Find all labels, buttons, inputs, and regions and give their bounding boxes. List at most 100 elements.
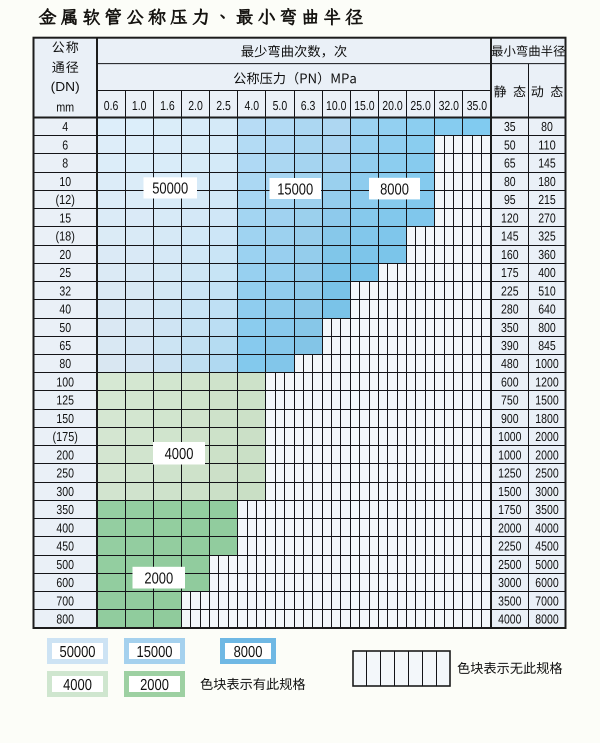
svg-text:270: 270 bbox=[538, 210, 556, 225]
svg-text:8: 8 bbox=[62, 156, 68, 171]
svg-text:800: 800 bbox=[56, 612, 74, 627]
svg-text:5000: 5000 bbox=[535, 557, 558, 572]
svg-text:(175): (175) bbox=[53, 429, 78, 444]
svg-text:(18): (18) bbox=[55, 229, 75, 244]
svg-text:5.0: 5.0 bbox=[273, 98, 288, 113]
svg-text:2250: 2250 bbox=[498, 539, 521, 554]
svg-text:510: 510 bbox=[538, 283, 556, 298]
svg-text:40: 40 bbox=[59, 302, 71, 317]
svg-text:2.5: 2.5 bbox=[216, 98, 231, 113]
svg-text:350: 350 bbox=[56, 502, 74, 517]
svg-text:1000: 1000 bbox=[535, 356, 558, 371]
svg-text:845: 845 bbox=[538, 338, 556, 353]
svg-text:145: 145 bbox=[501, 229, 519, 244]
svg-text:800: 800 bbox=[538, 320, 556, 335]
svg-text:2000: 2000 bbox=[535, 447, 558, 462]
svg-text:4: 4 bbox=[62, 119, 68, 134]
svg-text:1500: 1500 bbox=[535, 393, 558, 408]
svg-text:160: 160 bbox=[501, 247, 519, 262]
svg-text:95: 95 bbox=[504, 192, 516, 207]
svg-text:80: 80 bbox=[504, 174, 516, 189]
svg-text:80: 80 bbox=[59, 356, 71, 371]
svg-text:2000: 2000 bbox=[498, 520, 521, 535]
svg-text:2000: 2000 bbox=[535, 429, 558, 444]
svg-text:8000: 8000 bbox=[535, 612, 558, 627]
svg-text:50000: 50000 bbox=[60, 644, 96, 661]
svg-text:1.6: 1.6 bbox=[160, 98, 175, 113]
svg-text:215: 215 bbox=[538, 192, 556, 207]
svg-text:32.0: 32.0 bbox=[439, 98, 459, 113]
svg-text:25: 25 bbox=[59, 265, 71, 280]
svg-text:1250: 1250 bbox=[498, 466, 521, 481]
svg-text:6.3: 6.3 bbox=[301, 98, 316, 113]
svg-text:3000: 3000 bbox=[498, 575, 521, 590]
svg-text:2500: 2500 bbox=[535, 466, 558, 481]
svg-text:4000: 4000 bbox=[165, 446, 194, 463]
svg-text:300: 300 bbox=[56, 484, 74, 499]
svg-text:32: 32 bbox=[59, 283, 71, 298]
svg-text:6000: 6000 bbox=[535, 575, 558, 590]
svg-text:4.0: 4.0 bbox=[245, 98, 260, 113]
svg-text:35: 35 bbox=[504, 119, 516, 134]
svg-text:2000: 2000 bbox=[144, 570, 173, 587]
svg-text:25.0: 25.0 bbox=[410, 98, 430, 113]
svg-text:mm: mm bbox=[56, 100, 74, 115]
svg-text:125: 125 bbox=[56, 393, 74, 408]
svg-text:35.0: 35.0 bbox=[467, 98, 487, 113]
svg-text:80: 80 bbox=[541, 119, 553, 134]
svg-text:180: 180 bbox=[538, 174, 556, 189]
svg-text:250: 250 bbox=[56, 466, 74, 481]
svg-text:15000: 15000 bbox=[137, 644, 173, 661]
svg-text:175: 175 bbox=[501, 265, 519, 280]
svg-text:50000: 50000 bbox=[152, 181, 188, 198]
svg-text:400: 400 bbox=[56, 520, 74, 535]
svg-text:1800: 1800 bbox=[535, 411, 558, 426]
svg-text:1500: 1500 bbox=[498, 484, 521, 499]
svg-text:15.0: 15.0 bbox=[354, 98, 374, 113]
svg-text:8000: 8000 bbox=[380, 181, 409, 198]
svg-text:20: 20 bbox=[59, 247, 71, 262]
svg-text:150: 150 bbox=[56, 411, 74, 426]
svg-text:350: 350 bbox=[501, 320, 519, 335]
svg-text:6: 6 bbox=[62, 137, 68, 152]
svg-text:1200: 1200 bbox=[535, 375, 558, 390]
svg-text:450: 450 bbox=[56, 539, 74, 554]
svg-text:4000: 4000 bbox=[535, 520, 558, 535]
svg-text:0.6: 0.6 bbox=[104, 98, 119, 113]
svg-text:225: 225 bbox=[501, 283, 519, 298]
svg-text:700: 700 bbox=[56, 593, 74, 608]
svg-text:3500: 3500 bbox=[498, 593, 521, 608]
svg-text:4000: 4000 bbox=[63, 677, 92, 694]
svg-text:145: 145 bbox=[538, 156, 556, 171]
svg-text:500: 500 bbox=[56, 557, 74, 572]
svg-text:390: 390 bbox=[501, 338, 519, 353]
svg-text:400: 400 bbox=[538, 265, 556, 280]
svg-text:4000: 4000 bbox=[498, 612, 521, 627]
svg-text:(DN): (DN) bbox=[51, 79, 80, 94]
svg-text:8000: 8000 bbox=[234, 644, 263, 661]
svg-text:1000: 1000 bbox=[498, 429, 521, 444]
svg-text:325: 325 bbox=[538, 229, 556, 244]
svg-text:50: 50 bbox=[59, 320, 71, 335]
svg-text:50: 50 bbox=[504, 137, 516, 152]
svg-text:200: 200 bbox=[56, 447, 74, 462]
svg-text:600: 600 bbox=[501, 375, 519, 390]
svg-text:15000: 15000 bbox=[277, 181, 313, 198]
svg-text:3500: 3500 bbox=[535, 502, 558, 517]
svg-text:280: 280 bbox=[501, 302, 519, 317]
svg-text:100: 100 bbox=[56, 375, 74, 390]
svg-text:640: 640 bbox=[538, 302, 556, 317]
svg-text:1000: 1000 bbox=[498, 447, 521, 462]
svg-text:1.0: 1.0 bbox=[132, 98, 147, 113]
svg-text:15: 15 bbox=[59, 210, 71, 225]
svg-text:10: 10 bbox=[59, 174, 71, 189]
svg-text:65: 65 bbox=[59, 338, 71, 353]
svg-text:110: 110 bbox=[538, 137, 556, 152]
svg-text:2000: 2000 bbox=[140, 677, 169, 694]
svg-text:20.0: 20.0 bbox=[382, 98, 402, 113]
svg-text:600: 600 bbox=[56, 575, 74, 590]
svg-text:4500: 4500 bbox=[535, 539, 558, 554]
svg-text:900: 900 bbox=[501, 411, 519, 426]
svg-text:360: 360 bbox=[538, 247, 556, 262]
svg-text:3000: 3000 bbox=[535, 484, 558, 499]
